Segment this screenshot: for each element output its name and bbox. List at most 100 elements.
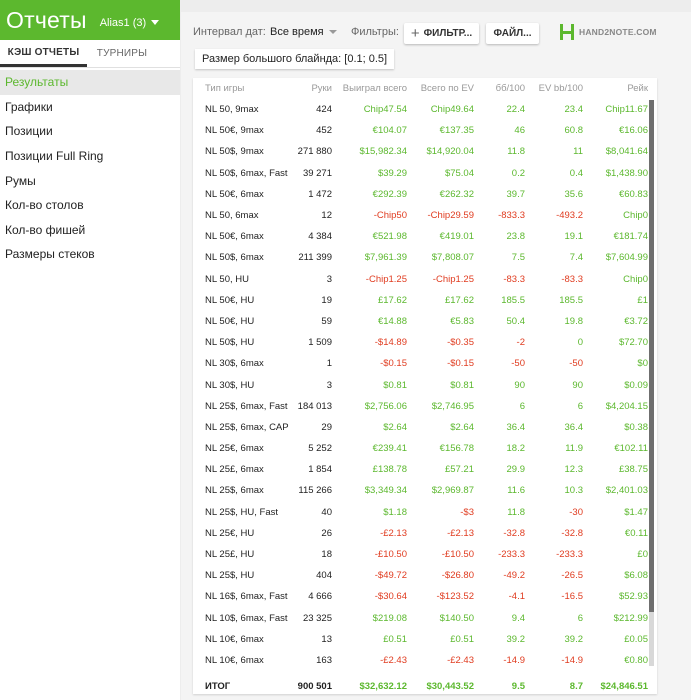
table-row[interactable]: NL 25€, HU 26 -£2.13 -£2.13 -32.8 -32.8 €0.11 [193,523,648,544]
cell-rake: $72.70 [618,337,648,349]
table-row[interactable]: NL 30$, HU 3 $0.81 $0.81 90 90 $0.09 [193,374,648,395]
cell-ev-bb100: -233.3 [556,549,583,561]
cell-hands: 115 266 [298,485,332,497]
cell-hands: 19 [321,294,332,306]
file-button[interactable]: ФАЙЛ... [486,23,539,44]
table-row[interactable]: NL 50€, 6max 4 384 €521.98 €419.01 23.8 19.1 €… [193,226,648,247]
table-row[interactable]: NL 50$, 6max 211 399 $7,961.39 $7,808.07 7.5… [193,247,648,268]
cell-ev-total: -$26.80 [441,570,474,582]
column-header-bb100[interactable]: бб/100 [495,83,525,94]
cell-ev-total: $14,920.04 [426,146,474,158]
cell-ev-bb100: 11.9 [565,443,583,455]
tab-cash-reports[interactable]: КЭШ ОТЧЕТЫ [0,40,87,67]
nav-item-positions-full-ring[interactable]: Позиции Full Ring [5,149,104,164]
table-scrollbar[interactable] [649,100,654,666]
cell-game-type: NL 50€, 6max [205,188,264,200]
report-content: Интервал дат: Все время Фильтры: + ФИЛЬТ… [181,12,691,700]
table-row[interactable]: NL 25$, 6max, Fast 184 013 $2,756.06 $2,746… [193,396,648,417]
table-row[interactable]: NL 10$, 6max, Fast 23 325 $219.08 $140.50 9.… [193,608,648,629]
filters-label: Фильтры: [351,26,399,38]
column-header-hands[interactable]: Руки [311,83,332,94]
cell-game-type: NL 25€, 6max [205,443,264,455]
cell-won-total: $219.08 [372,612,407,624]
cell-game-type: NL 50$, 6max [205,252,264,264]
cell-hands: 1 854 [308,464,332,476]
cell-ev-total: -£10.50 [441,549,474,561]
cell-won-total: -£10.50 [374,549,407,561]
cell-game-type: NL 25$, 6max, Fast [205,400,288,412]
table-row[interactable]: NL 25$, HU 404 -$49.72 -$26.80 -49.2 -26.5 $6.… [193,565,648,586]
nav-item-graphs[interactable]: Графики [5,99,53,114]
filter-button[interactable]: + ФИЛЬТР... [404,23,479,44]
table-row[interactable]: NL 50$, HU 1 509 -$14.89 -$0.35 -2 0 $72.70 [193,332,648,353]
cell-bb100: 36.4 [506,421,526,433]
cell-game-type: NL 50$, HU [205,337,255,349]
cell-ev-bb100: 90 [572,379,583,391]
cell-ev-bb100: -26.5 [561,570,583,582]
filter-chip-big-blind[interactable]: Размер большого блайнда: [0.1; 0.5] [195,49,395,69]
table-row[interactable]: NL 25$, HU, Fast 40 $1.18 -$3 11.8 -30 $1.47 [193,502,648,523]
cell-bb100: -50 [511,358,525,370]
table-row[interactable]: NL 10€, 6max 13 £0.51 £0.51 39.2 39.2 £0.05 [193,629,648,650]
cell-game-type: NL 25$, HU, Fast [205,506,279,518]
total-hands: 900 501 [297,680,332,692]
nav-item-chip-count[interactable]: Кол-во фишей [5,222,86,237]
cell-game-type: NL 10€, 6max [205,633,264,645]
filter-button-label: ФИЛЬТР... [423,28,473,39]
cell-hands: 12 [321,210,332,222]
cell-won-total: €239.41 [372,443,407,455]
column-header-rake[interactable]: Рейк [627,83,648,94]
cell-rake: $4,204.15 [605,400,648,412]
logo-text: HAND2NOTE.COM [579,27,657,37]
cell-won-total: $39.29 [377,167,407,179]
table-row[interactable]: NL 50€, HU 19 £17.62 £17.62 185.5 185.5 £1 [193,290,648,311]
nav-item-rooms[interactable]: Румы [5,173,36,188]
cell-game-type: NL 50€, HU [205,315,255,327]
cell-ev-bb100: -493.2 [556,210,583,222]
column-header-game-type[interactable]: Тип игры [205,83,245,94]
column-header-ev-total[interactable]: Всего по EV [420,83,474,94]
cell-ev-bb100: 7.4 [569,252,583,264]
table-row[interactable]: NL 25£, 6max 1 854 £138.78 £57.21 29.9 12.3 £3… [193,459,648,480]
table-row[interactable]: NL 25£, HU 18 -£10.50 -£10.50 -233.3 -233.3 £0 [193,544,648,565]
nav-item-stack-sizes[interactable]: Размеры стеков [5,247,95,262]
scrollbar-thumb[interactable] [649,100,654,612]
table-total-row: ИТОГ 900 501 $32,632.12 $30,443.52 9.5 8… [193,671,648,694]
column-header-won-total[interactable]: Выиграл всего [342,83,407,94]
nav-item-table-count[interactable]: Кол-во столов [5,198,84,213]
cell-hands: 23 325 [302,612,332,624]
cell-game-type: NL 50€, 6max [205,231,264,243]
table-row[interactable]: NL 50€, 6max 1 472 €292.39 €262.32 39.7 35.6 €… [193,184,648,205]
nav-item-results[interactable]: Результаты [0,70,180,95]
table-row[interactable]: NL 50€, 9max 452 €104.07 €137.35 46 60.8 €16.0… [193,120,648,141]
table-row[interactable]: NL 50$, 6max, Fast 39 271 $39.29 $75.04 0.2 0… [193,163,648,184]
table-row[interactable]: NL 30$, 6max 1 -$0.15 -$0.15 -50 -50 $0 [193,353,648,374]
date-interval-select[interactable]: Все время [270,26,337,38]
cell-bb100: -49.2 [503,570,525,582]
cell-game-type: NL 50$, 6max, Fast [205,167,288,179]
cell-ev-bb100: 10.3 [564,485,584,497]
table-row[interactable]: NL 50, 6max 12 -Chip50 -Chip29.59 -833.3 -493… [193,205,648,226]
column-header-ev-bb100[interactable]: EV bb/100 [538,83,583,94]
tab-tournaments[interactable]: ТУРНИРЫ [96,48,148,59]
table-row[interactable]: NL 25€, 6max 5 252 €239.41 €156.78 18.2 11.9 €… [193,438,648,459]
table-row[interactable]: NL 25$, 6max 115 266 $3,349.34 $2,969.87 11.… [193,480,648,501]
table-row[interactable]: NL 50, 9max 424 Chip47.54 Chip49.64 22.4 23.4… [193,99,648,120]
cell-ev-bb100: 0 [577,337,583,349]
table-row[interactable]: NL 50$, 9max 271 880 $15,982.34 $14,920.04 1… [193,141,648,162]
alias-selector[interactable]: Alias1 (3) [100,17,160,29]
cell-rake: €60.83 [618,188,648,200]
cell-ev-bb100: 35.6 [564,188,584,200]
cell-rake: $0.09 [624,379,648,391]
cell-ev-total: Chip49.64 [430,104,474,116]
table-row[interactable]: NL 50€, HU 59 €14.88 €5.83 50.4 19.8 €3.72 [193,311,648,332]
cell-hands: 404 [316,570,332,582]
cell-hands: 5 252 [308,443,332,455]
table-row[interactable]: NL 25$, 6max, CAP 29 $2.64 $2.64 36.4 36.4 $0.… [193,417,648,438]
table-row[interactable]: NL 16$, 6max, Fast 4 666 -$30.64 -$123.52 -4… [193,586,648,607]
table-row[interactable]: NL 10€, 6max 163 -£2.43 -£2.43 -14.9 -14.9 €0.… [193,650,648,671]
cell-won-total: $2,756.06 [364,400,407,412]
cell-ev-total: €419.01 [439,231,474,243]
nav-item-positions[interactable]: Позиции [5,124,53,139]
table-row[interactable]: NL 50, HU 3 -Chip1.25 -Chip1.25 -83.3 -83.3 Ch… [193,269,648,290]
